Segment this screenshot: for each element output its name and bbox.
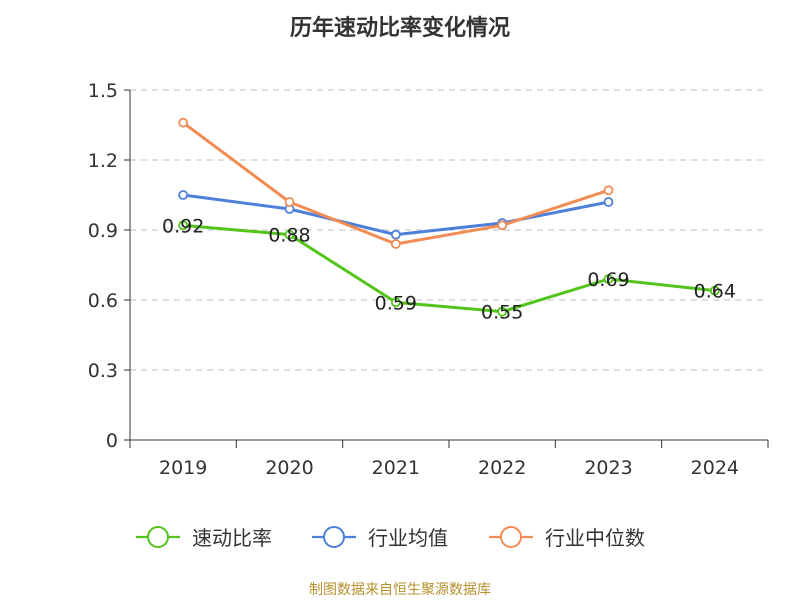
x-tick-label: 2020 xyxy=(265,457,313,479)
data-label: 0.64 xyxy=(694,281,736,303)
legend-item[interactable]: 行业中位数 xyxy=(489,526,645,550)
x-tick-label: 2022 xyxy=(478,457,526,479)
data-point[interactable] xyxy=(284,197,295,207)
data-point[interactable] xyxy=(603,197,614,207)
data-point[interactable] xyxy=(390,297,401,308)
x-tick-label: 2019 xyxy=(159,457,207,479)
data-point[interactable] xyxy=(497,306,508,317)
legend-item[interactable]: 速动比率 xyxy=(136,526,272,550)
chart-title: 历年速动比率变化情况 xyxy=(290,15,510,41)
data-point[interactable] xyxy=(390,239,401,249)
x-tick-label: 2021 xyxy=(372,457,420,479)
series-line-2 xyxy=(181,121,610,246)
y-tick-label: 0.3 xyxy=(88,360,118,382)
series-line-0 xyxy=(181,223,717,314)
data-label: 0.88 xyxy=(268,225,310,247)
series-line-1 xyxy=(181,193,610,237)
series-layer xyxy=(178,117,720,317)
legend-marker xyxy=(500,526,522,548)
data-point[interactable] xyxy=(178,117,189,128)
data-label: 0.69 xyxy=(587,269,629,291)
data-point[interactable] xyxy=(497,220,508,231)
data-point[interactable] xyxy=(390,229,401,240)
legend-label: 速动比率 xyxy=(192,526,272,550)
data-label: 0.55 xyxy=(481,302,523,324)
y-tick-label: 0.6 xyxy=(88,290,118,312)
y-tick-label: 0 xyxy=(106,430,118,452)
data-point[interactable] xyxy=(178,190,189,200)
data-label: 0.92 xyxy=(162,215,204,237)
legend-marker xyxy=(323,526,345,548)
x-tick-label: 2024 xyxy=(691,457,739,479)
data-point[interactable] xyxy=(603,185,614,196)
data-label: 0.59 xyxy=(375,292,417,314)
y-tick-label: 1.5 xyxy=(88,80,118,102)
data-point[interactable] xyxy=(178,220,189,231)
y-tick-label: 0.9 xyxy=(88,220,118,242)
data-point[interactable] xyxy=(603,274,614,284)
legend-marker xyxy=(147,526,169,548)
data-point[interactable] xyxy=(284,229,295,240)
data-labels: 0.92 0.88 0.59 0.55 0.69 0.64 xyxy=(162,215,736,323)
x-tick-label: 2023 xyxy=(584,457,632,479)
y-tick-label: 1.2 xyxy=(88,150,118,172)
legend-label: 行业均值 xyxy=(368,526,448,550)
legend-label: 行业中位数 xyxy=(545,526,645,550)
axes: 0 0.3 0.6 0.9 1.2 1.5 2019 2020 2021 2022 2023 2024 xyxy=(88,80,769,479)
source-note: 制图数据来自恒生聚源数据库 xyxy=(309,582,491,598)
data-point[interactable] xyxy=(709,285,720,296)
legend-item[interactable]: 行业均值 xyxy=(312,526,448,550)
legend[interactable]: 速动比率 行业均值 行业中位数 xyxy=(136,526,645,550)
